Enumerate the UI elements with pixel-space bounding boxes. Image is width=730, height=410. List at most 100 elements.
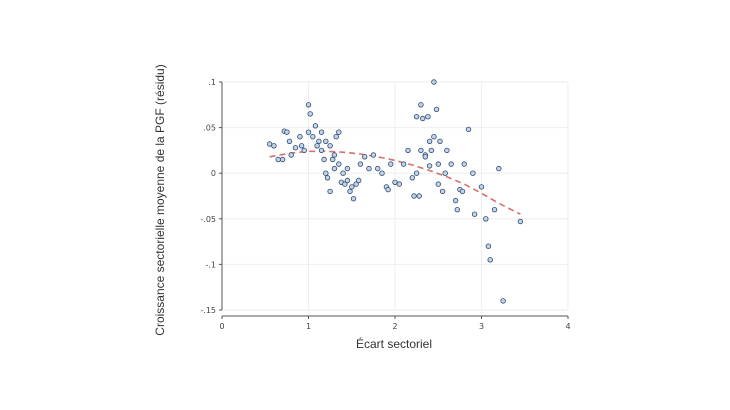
data-point bbox=[485, 243, 492, 249]
data-point bbox=[323, 138, 329, 144]
data-point bbox=[517, 218, 524, 225]
data-point bbox=[353, 181, 359, 187]
data-point bbox=[318, 147, 325, 154]
data-point bbox=[327, 188, 333, 195]
data-point bbox=[310, 133, 316, 140]
data-point bbox=[279, 156, 286, 163]
data-point bbox=[330, 156, 336, 163]
data-point bbox=[350, 195, 357, 202]
tick-labels: .1.050-.05-.1-.150 1 2 3 4 bbox=[200, 78, 570, 331]
data-point bbox=[426, 138, 433, 144]
data-point bbox=[327, 143, 333, 149]
data-point bbox=[305, 129, 312, 135]
data-point bbox=[413, 113, 420, 120]
data-point bbox=[431, 133, 437, 140]
data-point bbox=[422, 154, 428, 160]
y-axis-title: Croissance sectorielle moyenne de la PGF… bbox=[153, 64, 167, 335]
data-point bbox=[416, 193, 422, 199]
data-point bbox=[301, 147, 307, 154]
data-point bbox=[331, 152, 338, 158]
data-point bbox=[305, 102, 312, 108]
data-point bbox=[344, 177, 351, 184]
data-point bbox=[471, 211, 478, 217]
fit-line-layer bbox=[269, 150, 521, 215]
data-point bbox=[439, 188, 446, 195]
data-point bbox=[433, 106, 440, 113]
data-point bbox=[491, 206, 498, 213]
data-point bbox=[318, 129, 325, 135]
data-point bbox=[400, 161, 407, 167]
data-point bbox=[312, 123, 319, 129]
x-tick-label: 2 bbox=[392, 322, 397, 331]
data-point bbox=[431, 79, 437, 85]
y-tick-label: -.15 bbox=[200, 306, 216, 315]
data-point bbox=[418, 102, 424, 108]
data-point bbox=[437, 138, 443, 144]
data-point bbox=[487, 257, 493, 263]
data-point bbox=[413, 170, 420, 176]
data-point bbox=[323, 170, 329, 176]
data-point bbox=[396, 181, 402, 187]
data-point bbox=[336, 161, 342, 167]
data-point bbox=[388, 161, 394, 167]
data-point bbox=[347, 188, 353, 195]
y-tick-label: .1 bbox=[208, 78, 216, 87]
data-point bbox=[435, 161, 441, 167]
data-point bbox=[452, 197, 459, 204]
data-point bbox=[461, 161, 467, 167]
data-point bbox=[411, 193, 417, 199]
data-point bbox=[370, 152, 377, 158]
fit-line bbox=[269, 150, 521, 215]
data-point bbox=[349, 184, 355, 190]
data-point bbox=[405, 147, 411, 154]
data-point bbox=[375, 165, 381, 172]
y-tick-label: .05 bbox=[203, 124, 216, 133]
data-point bbox=[340, 170, 346, 176]
data-point bbox=[420, 115, 426, 122]
data-point bbox=[331, 165, 338, 172]
data-point bbox=[333, 133, 339, 140]
data-point bbox=[496, 165, 502, 172]
data-point bbox=[271, 143, 277, 149]
data-point bbox=[426, 163, 433, 169]
data-point bbox=[321, 156, 327, 163]
data-point bbox=[428, 147, 434, 154]
grid-lines bbox=[221, 81, 569, 311]
data-point bbox=[418, 147, 424, 154]
x-tick-label: 4 bbox=[565, 322, 570, 331]
data-point bbox=[470, 170, 476, 176]
axes bbox=[219, 81, 569, 319]
x-tick-label: 3 bbox=[479, 322, 484, 331]
data-point bbox=[292, 144, 299, 151]
data-point bbox=[478, 184, 485, 190]
data-points bbox=[266, 79, 524, 304]
y-tick-label: 0 bbox=[211, 169, 216, 178]
data-point bbox=[448, 161, 454, 167]
data-point bbox=[362, 154, 368, 160]
data-point bbox=[298, 143, 305, 149]
data-point bbox=[409, 175, 415, 181]
x-tick-label: 1 bbox=[306, 322, 311, 331]
data-point bbox=[297, 133, 303, 140]
data-point bbox=[286, 138, 293, 144]
data-point bbox=[483, 216, 489, 222]
data-point bbox=[366, 165, 372, 172]
data-point bbox=[316, 138, 322, 144]
data-point bbox=[435, 181, 441, 187]
data-point bbox=[344, 165, 351, 172]
data-point bbox=[442, 170, 448, 176]
data-point bbox=[275, 156, 281, 163]
x-tick-label: 0 bbox=[219, 322, 224, 331]
data-point bbox=[454, 206, 460, 213]
x-axis-title: Écart sectoriel bbox=[356, 336, 432, 351]
y-tick-label: -.05 bbox=[200, 215, 216, 224]
data-point bbox=[385, 186, 391, 193]
data-point bbox=[379, 170, 385, 176]
data-point bbox=[342, 181, 348, 187]
data-point bbox=[324, 175, 331, 181]
data-point bbox=[425, 113, 431, 120]
data-point bbox=[288, 152, 294, 158]
y-tick-label: -.1 bbox=[205, 260, 216, 269]
data-point bbox=[314, 143, 320, 149]
